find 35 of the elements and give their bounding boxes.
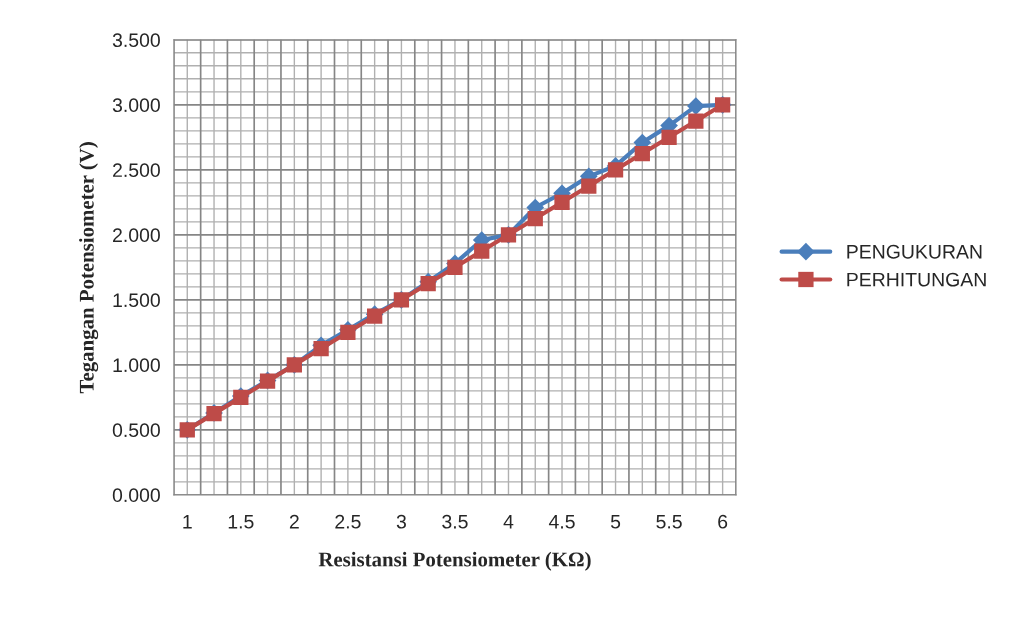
point [634, 145, 650, 162]
y-tick-label: 3.500 [112, 33, 160, 48]
y-tick-label: 3.000 [112, 98, 160, 113]
y-tick-label: 2.000 [113, 228, 160, 243]
y-tick-label: 2.500 [113, 163, 160, 178]
y-axis-title: Tegangan Potensiometer (V) [79, 142, 99, 394]
x-tick-label: 6 [718, 514, 728, 529]
y-tick-label: 0.000 [112, 488, 160, 503]
point [527, 210, 543, 227]
x-tick-label: 1 [183, 515, 192, 529]
x-tick-label: 4 [503, 515, 514, 529]
point [313, 340, 329, 357]
point [474, 243, 490, 259]
y-tick-label: 0.500 [112, 423, 160, 438]
y-tick-label: 1.000 [113, 358, 160, 373]
point [607, 162, 624, 178]
x-tick-label: 5.5 [656, 515, 682, 529]
x-tick-label: 2.5 [335, 514, 361, 529]
x-axis-title: Resistansi Potensiometer (KΩ) [318, 551, 591, 571]
point [661, 129, 677, 145]
point [687, 97, 705, 115]
point [581, 178, 597, 194]
point [340, 324, 356, 340]
x-tick-label: 3.5 [442, 514, 468, 529]
x-tick-label: 4.5 [548, 515, 575, 529]
x-tick-label: 1.5 [228, 515, 254, 529]
x-tick-label: 5 [610, 515, 621, 529]
point [554, 194, 570, 210]
point [688, 113, 704, 129]
y-tick-label: 1.500 [113, 293, 160, 308]
x-tick-label: 2 [289, 514, 299, 529]
x-tick-label: 3 [396, 514, 406, 529]
legend-label: PERHITUNGAN [847, 272, 986, 287]
legend-label: PENGUKURAN [847, 244, 982, 259]
point [447, 259, 463, 275]
